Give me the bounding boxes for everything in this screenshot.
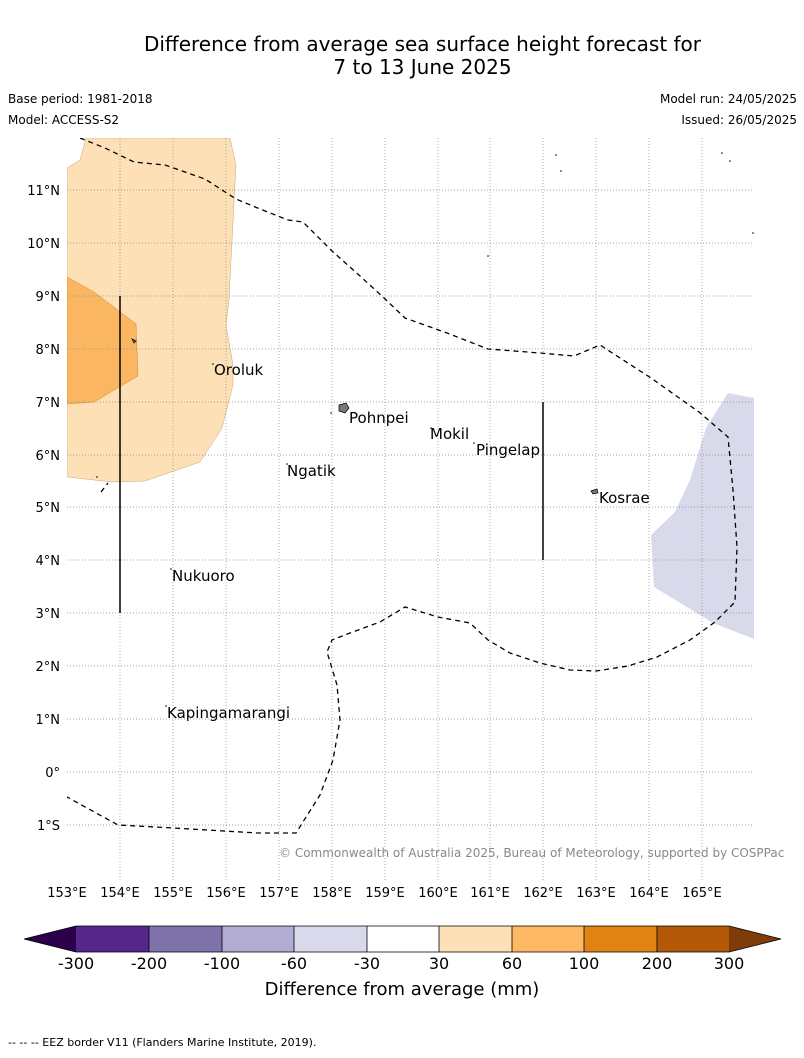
lat-label: 6°N (36, 449, 61, 464)
place-label-mokil: Mokil (430, 425, 469, 443)
place-label-pingelap: Pingelap (476, 441, 540, 459)
issued-date: Issued: 26/05/2025 (681, 113, 797, 127)
lat-label: 10°N (27, 237, 60, 252)
place-label-kapingamarangi: Kapingamarangi (167, 704, 290, 722)
lat-label: 1°S (37, 819, 60, 834)
anomaly-shading (67, 138, 754, 639)
islet-icon (131, 338, 137, 344)
colorbar-tick-label: -100 (204, 954, 240, 973)
positive-anomaly-30-60-region (67, 138, 237, 483)
eez-borders (67, 138, 738, 834)
pohnpei-island-icon (338, 402, 350, 414)
eez-footnote: -- -- -- EEZ border V11 (Flanders Marine… (8, 1036, 317, 1049)
graticule (67, 138, 754, 880)
place-label-kosrae: Kosrae (599, 489, 650, 507)
colorbar-tick-label: 30 (429, 954, 449, 973)
copyright-notice: © Commonwealth of Australia 2025, Bureau… (279, 846, 784, 860)
longitude-labels: 153°E 154°E 155°E 156°E 157°E 158°E 159°… (47, 886, 722, 901)
colorbar-tick-label: -200 (131, 954, 167, 973)
station-lines (119, 296, 544, 613)
colorbar-tick-label: 60 (502, 954, 522, 973)
islands (131, 338, 599, 495)
lon-label: 155°E (153, 886, 193, 901)
island-dots (96, 152, 754, 707)
colorbar-segment (512, 926, 584, 952)
colorbar-segment (149, 926, 222, 952)
lat-label: 11°N (27, 184, 60, 199)
colorbar-segment (76, 926, 149, 952)
lat-label: 7°N (36, 396, 61, 411)
negative-anomaly-30-60-region (651, 393, 754, 639)
colorbar-segment (367, 926, 439, 952)
lat-label: 8°N (36, 343, 61, 358)
model-name: Model: ACCESS-S2 (8, 113, 120, 127)
lat-label: 0° (45, 766, 60, 781)
place-label-pohnpei: Pohnpei (349, 409, 409, 427)
lon-label: 161°E (470, 886, 510, 901)
lat-label: 2°N (36, 660, 61, 675)
lat-label: 5°N (36, 501, 61, 516)
lon-label: 162°E (523, 886, 563, 901)
lon-label: 164°E (629, 886, 669, 901)
colorbar-segment (584, 926, 657, 952)
colorbar-tick-label: -60 (281, 954, 307, 973)
lat-label: 1°N (36, 713, 61, 728)
lon-label: 159°E (365, 886, 405, 901)
title-line-1: Difference from average sea surface heig… (143, 32, 702, 56)
latitude-labels: 11°N 10°N 9°N 8°N 7°N 6°N 5°N 4°N 3°N 2°… (27, 184, 60, 834)
colorbar-tick-label: -300 (58, 954, 94, 973)
eez-border-north (67, 138, 738, 834)
lat-label: 9°N (36, 290, 61, 305)
colorbar-tick-label: 100 (569, 954, 600, 973)
lon-label: 158°E (312, 886, 352, 901)
lon-label: 153°E (47, 886, 87, 901)
place-labels: Oroluk Pohnpei Mokil Pingelap Ngatik Kos… (167, 361, 650, 722)
colorbar-segment (222, 926, 294, 952)
lon-label: 163°E (576, 886, 616, 901)
colorbar-tick-label: 300 (714, 954, 745, 973)
lat-label: 4°N (36, 554, 61, 569)
lon-label: 156°E (206, 886, 246, 901)
colorbar-segment (657, 926, 729, 952)
lat-label: 3°N (36, 607, 61, 622)
lon-label: 165°E (682, 886, 722, 901)
kosrae-island-icon (590, 488, 599, 495)
base-period: Base period: 1981-2018 (8, 92, 153, 106)
title-line-2: 7 to 13 June 2025 (333, 55, 512, 79)
colorbar-extend-high (729, 926, 781, 952)
colorbar-tick-label: -30 (354, 954, 380, 973)
chart-title: Difference from average sea surface heig… (0, 33, 804, 79)
forecast-map: Oroluk Pohnpei Mokil Pingelap Ngatik Kos… (23, 138, 784, 1000)
place-label-ngatik: Ngatik (287, 462, 336, 480)
lon-label: 160°E (418, 886, 458, 901)
lon-label: 157°E (259, 886, 299, 901)
lon-label: 154°E (100, 886, 140, 901)
colorbar-outline (23, 925, 782, 953)
colorbar-segment (439, 926, 512, 952)
place-label-oroluk: Oroluk (214, 361, 263, 379)
place-label-nukuoro: Nukuoro (172, 567, 235, 585)
colorbar-tick-label: 200 (642, 954, 673, 973)
colorbar: -300 -200 -100 -60 -30 30 60 100 200 300… (23, 925, 782, 1000)
colorbar-segment (294, 926, 367, 952)
model-run: Model run: 24/05/2025 (659, 92, 797, 106)
eez-border-fragment (100, 482, 109, 493)
colorbar-extend-low (24, 926, 76, 952)
colorbar-title: Difference from average (mm) (265, 979, 540, 1000)
